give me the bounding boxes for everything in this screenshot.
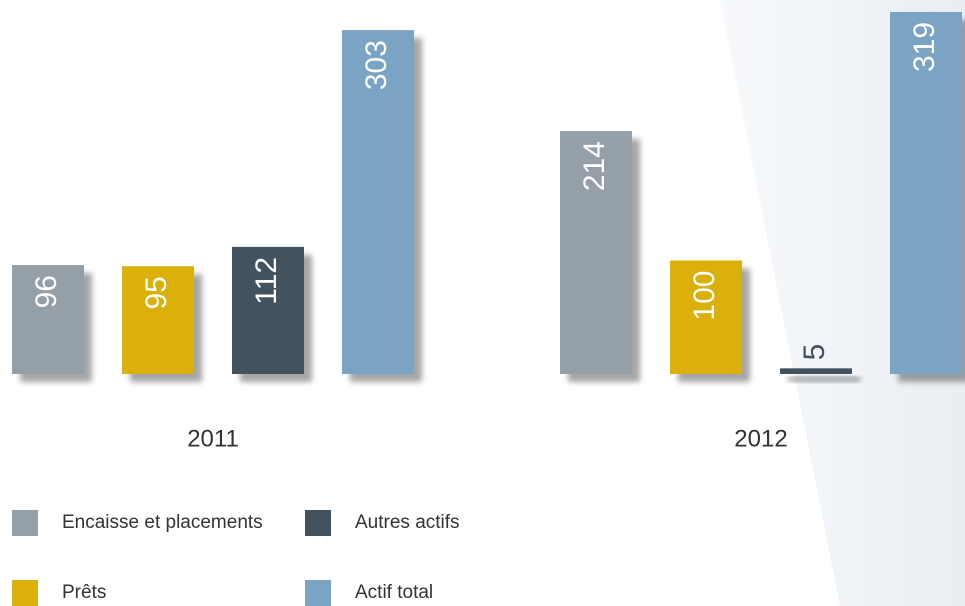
bar-shadow	[788, 376, 860, 382]
value-label: 95	[140, 276, 173, 309]
bar	[670, 260, 742, 374]
legend-swatch	[305, 580, 331, 606]
bar	[890, 11, 962, 375]
value-label: 5	[798, 344, 831, 361]
bar	[560, 131, 632, 374]
category-label: 2012	[734, 425, 787, 452]
bar	[122, 266, 194, 374]
value-label: 112	[250, 257, 283, 305]
bar	[780, 368, 852, 374]
value-label: 96	[30, 275, 63, 308]
bar	[232, 246, 304, 374]
value-label: 319	[908, 22, 941, 72]
value-label: 100	[688, 271, 721, 321]
legend-label: Autres actifs	[355, 512, 460, 533]
legend-swatch	[305, 510, 331, 536]
bar	[342, 30, 414, 374]
category-label: 2011	[187, 425, 239, 452]
value-label: 214	[578, 141, 611, 191]
legend-swatch	[12, 510, 38, 536]
bar	[12, 265, 84, 374]
legend-label: Prêts	[62, 582, 106, 603]
legend-label: Actif total	[355, 582, 433, 603]
legend-swatch	[12, 580, 38, 606]
value-label: 303	[360, 40, 393, 90]
legend-label: Encaisse et placements	[62, 512, 263, 533]
